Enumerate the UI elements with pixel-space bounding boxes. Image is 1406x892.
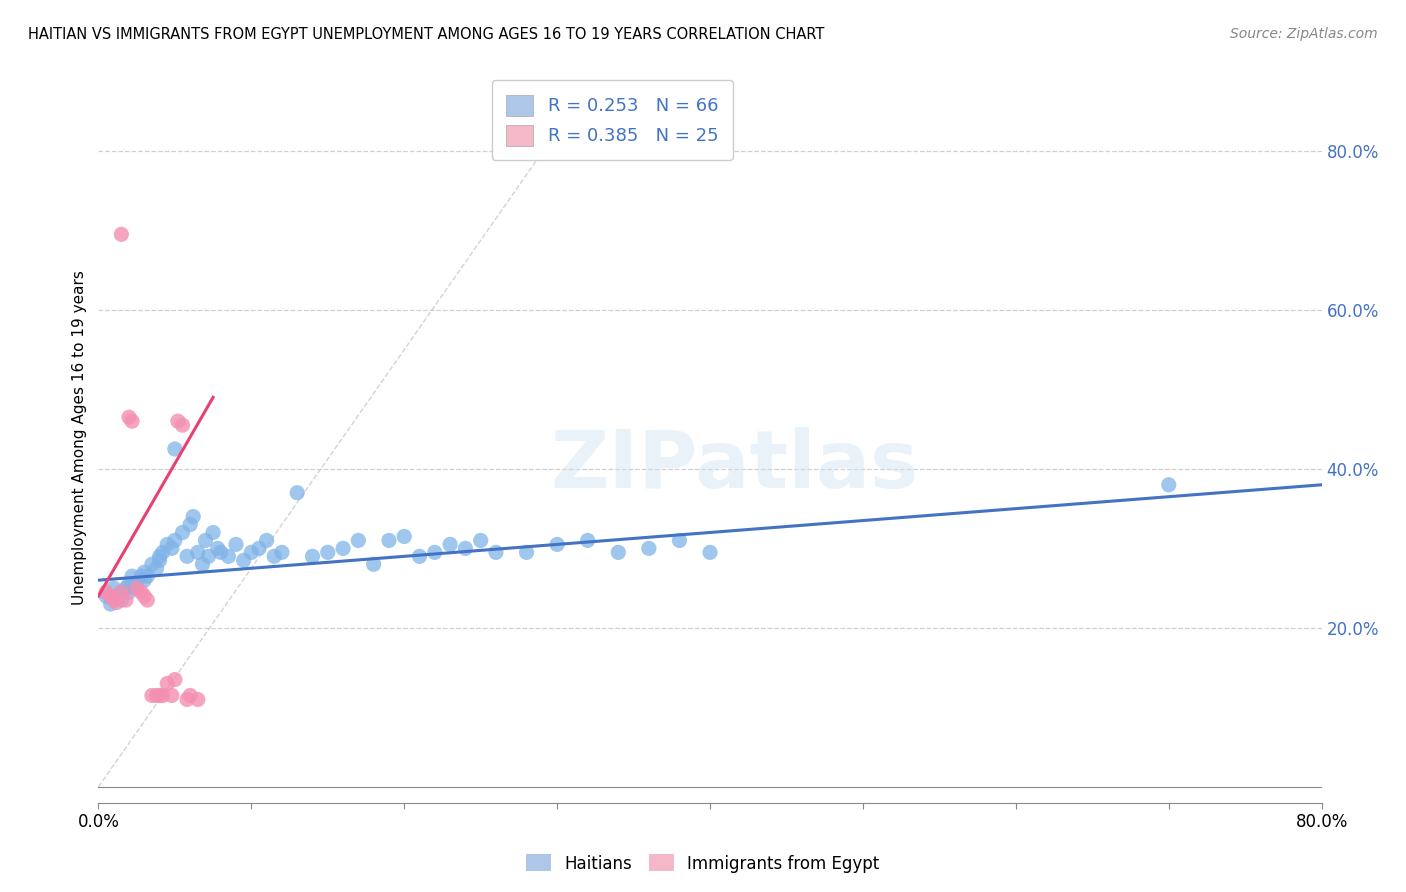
Text: ZIPatlas: ZIPatlas	[550, 427, 918, 506]
Point	[470, 533, 492, 548]
Point	[145, 689, 167, 703]
Point	[247, 541, 270, 556]
Point	[378, 533, 401, 548]
Point	[145, 561, 167, 575]
Point	[316, 545, 339, 559]
Point	[94, 589, 117, 603]
Point	[240, 545, 263, 559]
Point	[516, 545, 538, 559]
Point	[179, 689, 201, 703]
Point	[181, 509, 204, 524]
Point	[110, 585, 132, 599]
Point	[392, 529, 416, 543]
Point	[172, 525, 194, 540]
Point	[134, 573, 156, 587]
Point	[141, 558, 163, 572]
Point	[207, 541, 229, 556]
Point	[176, 549, 198, 564]
Point	[163, 533, 186, 548]
Point	[179, 517, 201, 532]
Point	[103, 581, 125, 595]
Point	[160, 541, 183, 556]
Point	[347, 533, 370, 548]
Point	[637, 541, 661, 556]
Point	[110, 593, 132, 607]
Point	[136, 593, 159, 607]
Point	[209, 545, 232, 559]
Point	[105, 595, 128, 609]
Point	[263, 549, 285, 564]
Point	[217, 549, 239, 564]
Point	[118, 410, 141, 425]
Point	[546, 537, 568, 551]
Point	[125, 581, 148, 595]
Point	[94, 585, 117, 599]
Point	[270, 545, 292, 559]
Point	[149, 689, 172, 703]
Point	[256, 533, 278, 548]
Point	[160, 689, 183, 703]
Point	[191, 558, 214, 572]
Point	[232, 553, 254, 567]
Point	[152, 545, 174, 559]
Point	[225, 537, 247, 551]
Y-axis label: Unemployment Among Ages 16 to 19 years: Unemployment Among Ages 16 to 19 years	[72, 269, 87, 605]
Point	[141, 689, 163, 703]
Point	[129, 585, 152, 599]
Point	[363, 558, 385, 572]
Point	[125, 577, 148, 591]
Point	[156, 537, 179, 551]
Point	[152, 689, 174, 703]
Point	[668, 533, 690, 548]
Point	[187, 545, 209, 559]
Legend: R = 0.253   N = 66, R = 0.385   N = 25: R = 0.253 N = 66, R = 0.385 N = 25	[492, 80, 733, 160]
Point	[110, 585, 132, 599]
Point	[408, 549, 430, 564]
Point	[167, 414, 190, 428]
Point	[110, 227, 132, 242]
Point	[699, 545, 721, 559]
Legend: Haitians, Immigrants from Egypt: Haitians, Immigrants from Egypt	[520, 847, 886, 880]
Text: HAITIAN VS IMMIGRANTS FROM EGYPT UNEMPLOYMENT AMONG AGES 16 TO 19 YEARS CORRELAT: HAITIAN VS IMMIGRANTS FROM EGYPT UNEMPLO…	[28, 27, 824, 42]
Point	[163, 442, 186, 456]
Point	[105, 589, 128, 603]
Point	[172, 418, 194, 433]
Point	[118, 585, 141, 599]
Point	[439, 537, 461, 551]
Point	[136, 569, 159, 583]
Point	[163, 673, 186, 687]
Point	[176, 692, 198, 706]
Point	[485, 545, 508, 559]
Point	[301, 549, 323, 564]
Point	[115, 593, 138, 607]
Point	[197, 549, 219, 564]
Point	[103, 593, 125, 607]
Point	[100, 597, 122, 611]
Point	[125, 581, 148, 595]
Point	[607, 545, 630, 559]
Point	[156, 676, 179, 690]
Point	[115, 581, 138, 595]
Point	[134, 589, 156, 603]
Point	[194, 533, 217, 548]
Point	[129, 569, 152, 583]
Point	[423, 545, 446, 559]
Point	[187, 692, 209, 706]
Point	[454, 541, 477, 556]
Point	[121, 569, 143, 583]
Point	[100, 589, 122, 603]
Point	[332, 541, 354, 556]
Point	[285, 485, 308, 500]
Point	[202, 525, 225, 540]
Point	[576, 533, 599, 548]
Point	[149, 553, 172, 567]
Point	[149, 549, 172, 564]
Point	[134, 566, 156, 580]
Point	[118, 577, 141, 591]
Text: Source: ZipAtlas.com: Source: ZipAtlas.com	[1230, 27, 1378, 41]
Point	[121, 414, 143, 428]
Point	[1157, 477, 1180, 491]
